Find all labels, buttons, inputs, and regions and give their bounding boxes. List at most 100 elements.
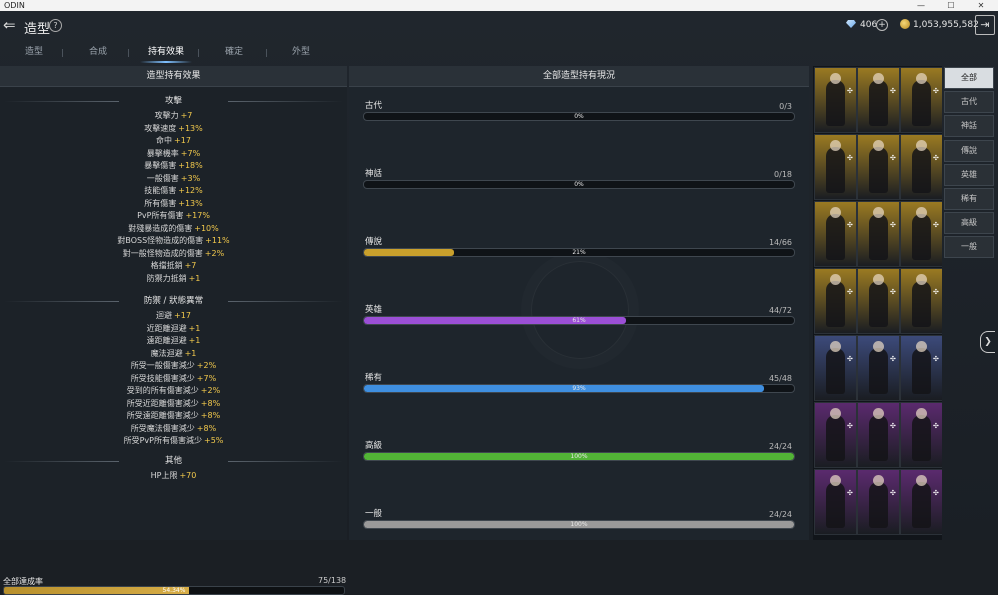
costume-figure-icon xyxy=(912,482,931,528)
grade-progress-fill xyxy=(364,249,455,256)
costume-card[interactable]: ✣ xyxy=(814,402,857,468)
maximize-button[interactable]: ☐ xyxy=(947,1,955,10)
stat-label: 所受遠距離傷害減少 xyxy=(126,411,199,420)
stat-label: 所受PvP所有傷害減少 xyxy=(123,436,202,445)
owned-mark-icon: ✣ xyxy=(933,154,939,162)
tab-costume[interactable]: 造型 xyxy=(24,47,43,57)
costume-card[interactable]: ✣ xyxy=(814,268,857,334)
stat-value: +11% xyxy=(205,236,230,245)
owned-mark-icon: ✣ xyxy=(933,288,939,296)
owned-mark-icon: ✣ xyxy=(890,87,896,95)
filter-button[interactable]: 神話 xyxy=(944,115,994,138)
owned-mark-icon: ✣ xyxy=(933,489,939,497)
owned-mark-icon: ✣ xyxy=(847,422,853,430)
stat-value: +1 xyxy=(188,273,201,283)
costume-card[interactable]: ✣ xyxy=(814,469,857,535)
costume-card[interactable]: ✣ xyxy=(857,201,900,267)
tab-bar: 造型 合成 持有效果 確定 外型 xyxy=(0,41,340,65)
filter-button[interactable]: 英雄 xyxy=(944,163,994,186)
stat-value: +7 xyxy=(180,111,193,120)
filter-button[interactable]: 全部 xyxy=(944,67,994,89)
exit-icon[interactable]: ⇥ xyxy=(975,15,995,35)
stat-label: 對一般怪物造成的傷害 xyxy=(122,248,203,258)
grade-count: 24/24 xyxy=(768,510,792,519)
side-panel-handle-icon[interactable]: ❯ xyxy=(980,331,995,353)
grade-progress-fill xyxy=(364,317,627,324)
filter-button[interactable]: 高級 xyxy=(944,212,994,235)
stat-label: 所受一般傷害減少 xyxy=(130,361,195,370)
minimize-button[interactable]: — xyxy=(917,1,925,10)
stat-label: 近距離迴避 xyxy=(146,323,187,333)
costume-card[interactable]: ✣ xyxy=(900,268,942,334)
back-arrow-icon[interactable]: ⇐ xyxy=(3,16,16,34)
section-divider xyxy=(4,101,119,102)
costume-portrait-icon xyxy=(830,475,841,486)
grade-name: 稀有 xyxy=(365,373,383,383)
costume-portrait-icon xyxy=(916,207,927,218)
stat-row: 受到的所有傷害減少 +2% xyxy=(0,385,347,397)
grade-name: 高級 xyxy=(365,441,383,451)
costume-card[interactable]: ✣ xyxy=(857,67,900,133)
costume-figure-icon xyxy=(912,147,931,193)
help-icon[interactable]: ? xyxy=(49,19,62,32)
grade-progress-fill xyxy=(364,453,794,460)
filter-button[interactable]: 一般 xyxy=(944,236,994,259)
costume-card[interactable]: ✣ xyxy=(857,402,900,468)
stat-label: 受到的所有傷害減少 xyxy=(126,386,199,395)
owned-mark-icon: ✣ xyxy=(847,355,853,363)
costume-card[interactable]: ✣ xyxy=(900,402,942,468)
stat-value: +2% xyxy=(196,361,217,370)
costume-card[interactable]: ✣ xyxy=(857,134,900,200)
stat-label: HP上限 xyxy=(150,471,178,480)
stat-value: +17 xyxy=(174,136,191,145)
add-diamond-button[interactable]: + xyxy=(876,19,888,31)
costume-card[interactable]: ✣ xyxy=(900,201,942,267)
costume-grid[interactable]: ✣ ✣ ✣ ✣ ✣ ✣ ✣ ✣ ✣ ✣ ✣ ✣ ✣ ✣ ✣ ✣ ✣ ✣ ✣ ✣ ✣ xyxy=(813,66,942,540)
costume-card[interactable]: ✣ xyxy=(857,335,900,401)
stat-value: +8% xyxy=(200,398,221,408)
costume-card[interactable]: ✣ xyxy=(857,469,900,535)
stat-label: 防禦力抵銷 xyxy=(146,273,187,283)
costume-figure-icon xyxy=(869,482,888,528)
costume-card[interactable]: ✣ xyxy=(814,134,857,200)
costume-card[interactable]: ✣ xyxy=(900,335,942,401)
costume-card[interactable]: ✣ xyxy=(900,134,942,200)
grade-count: 0/3 xyxy=(779,102,792,111)
tab-synthesis[interactable]: 合成 xyxy=(88,47,107,57)
stat-label: 一般傷害 xyxy=(146,173,179,183)
stat-value: +17 xyxy=(174,311,191,320)
tab-appearance[interactable]: 外型 xyxy=(291,47,310,57)
tab-separator xyxy=(62,49,63,57)
costume-card[interactable]: ✣ xyxy=(857,268,900,334)
stat-label: 對殘暴造成的傷害 xyxy=(128,223,193,233)
costume-card[interactable]: ✣ xyxy=(814,201,857,267)
grade-percent: 0% xyxy=(574,113,584,120)
stat-label: 對BOSS怪物造成的傷害 xyxy=(117,236,204,245)
costume-card[interactable]: ✣ xyxy=(900,67,942,133)
tab-holding-effect[interactable]: 持有效果 xyxy=(132,41,200,63)
stat-value: +70 xyxy=(179,471,197,480)
grade-count: 44/72 xyxy=(768,306,792,315)
stat-label: 格擋抵銷 xyxy=(150,261,183,270)
stat-section-header: 其他 xyxy=(164,456,182,466)
grade-name: 古代 xyxy=(365,101,383,111)
grade-count: 0/18 xyxy=(774,170,792,179)
stat-row: 暴擊傷害 +18% xyxy=(0,160,347,172)
owned-mark-icon: ✣ xyxy=(890,154,896,162)
filter-button[interactable]: 傳說 xyxy=(944,139,994,162)
filter-button[interactable]: 古代 xyxy=(944,91,994,114)
close-button[interactable]: ✕ xyxy=(977,1,985,10)
owned-mark-icon: ✣ xyxy=(890,489,896,497)
section-divider xyxy=(4,301,119,302)
costume-card[interactable]: ✣ xyxy=(900,469,942,535)
stat-value: +7% xyxy=(196,373,217,383)
costume-figure-icon xyxy=(912,214,931,260)
costume-figure-icon xyxy=(912,281,931,327)
costume-card[interactable]: ✣ xyxy=(814,67,857,133)
costume-card[interactable]: ✣ xyxy=(814,335,857,401)
filter-button[interactable]: 稀有 xyxy=(944,188,994,210)
tab-confirm[interactable]: 確定 xyxy=(224,47,243,57)
stat-value: +13% xyxy=(178,198,203,208)
grade-percent: 21% xyxy=(572,249,586,256)
stat-value: +13% xyxy=(178,123,203,133)
